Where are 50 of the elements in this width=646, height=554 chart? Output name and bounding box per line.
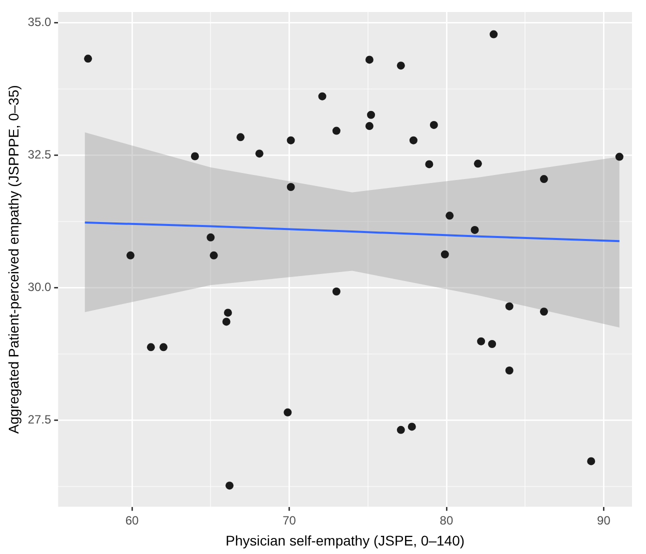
point [286, 136, 295, 144]
point [190, 152, 199, 160]
point [540, 308, 548, 316]
point [488, 340, 496, 348]
x-tick-label: 60 [125, 513, 140, 528]
point [255, 150, 264, 158]
point [409, 136, 418, 144]
point [206, 233, 215, 242]
y-tick-label: 30.0 [28, 280, 52, 294]
point [332, 126, 340, 135]
point [236, 133, 245, 142]
point [365, 56, 374, 64]
point [425, 160, 434, 168]
point [365, 122, 374, 130]
point [477, 337, 486, 346]
y-tick-label: 32.5 [28, 148, 52, 162]
point [286, 183, 295, 192]
point [474, 160, 482, 168]
point [318, 92, 326, 100]
x-tick-label: 80 [440, 513, 454, 528]
point [430, 120, 438, 129]
point [470, 226, 479, 234]
y-tick-label: 35.0 [28, 14, 52, 29]
point [408, 422, 416, 431]
point [146, 343, 155, 352]
point [587, 457, 596, 466]
point [84, 54, 92, 63]
point [396, 426, 405, 434]
point [284, 408, 292, 416]
point [367, 110, 376, 119]
x-axis-title: Physician self-empathy (JSPE, 0–140) [226, 532, 465, 548]
x-tick-label: 70 [282, 513, 296, 528]
point [490, 30, 498, 38]
point [159, 343, 168, 352]
point [505, 302, 514, 310]
point [396, 62, 405, 70]
y-tick-label: 27.5 [28, 412, 52, 427]
point [446, 212, 454, 220]
point [615, 152, 624, 161]
point [126, 251, 134, 260]
point [224, 308, 232, 317]
point [226, 482, 234, 490]
point [540, 175, 548, 184]
point [210, 251, 218, 260]
point [222, 318, 230, 326]
point [505, 366, 514, 375]
y-axis-title: Aggregated Patient-perceived empathy (JSPPPE, 0–35) [5, 85, 22, 434]
point [440, 250, 449, 258]
point [332, 287, 340, 296]
x-tick-label: 90 [597, 513, 611, 528]
